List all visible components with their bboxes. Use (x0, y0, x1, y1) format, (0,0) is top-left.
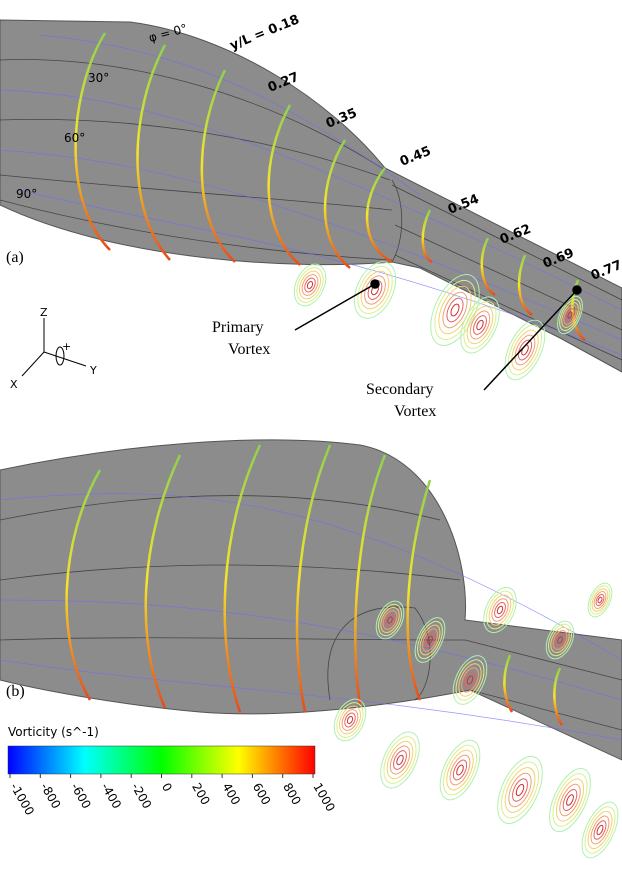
contour (346, 716, 353, 725)
colorbar-tick-label: -800 (38, 781, 64, 812)
contour (587, 813, 612, 846)
colorbar-tick-label: 800 (280, 781, 304, 808)
contour (504, 770, 536, 810)
annotation: Primary (212, 319, 264, 336)
hull-b (0, 440, 622, 760)
contour (449, 303, 460, 317)
colorbar-tick-label: 600 (250, 781, 274, 808)
contour (494, 756, 547, 823)
contour (556, 781, 585, 819)
contour (551, 775, 589, 825)
colorbar-tick-label: -1000 (7, 781, 37, 818)
contour (499, 763, 541, 817)
contour (496, 605, 504, 614)
contour (351, 261, 399, 319)
contour (488, 750, 551, 830)
contour (373, 726, 427, 794)
colorbar-tick-label: -400 (98, 781, 124, 812)
contour (475, 319, 484, 330)
contour (356, 267, 395, 313)
body: φ = 0° 30° 60° 90° y/L = 0.18 0.27 0.35 … (0, 0, 622, 872)
contour (437, 740, 484, 800)
contour (395, 754, 404, 765)
page: Hull vortex figure {"panel_a": {"label":… (0, 0, 622, 872)
axis-triad (22, 318, 86, 376)
colorbar-tick-label: -200 (129, 781, 155, 812)
colorbar-tick-label: 200 (189, 781, 213, 808)
annotation: Vortex (228, 341, 270, 358)
contour (583, 579, 616, 620)
contour (377, 732, 422, 789)
contour (451, 758, 470, 782)
colorbar-tick-label: 0 (159, 781, 175, 795)
contour (288, 259, 332, 311)
station-label: 0.45 (398, 144, 433, 170)
contour (586, 583, 614, 617)
contour (391, 749, 409, 772)
contour (446, 752, 474, 788)
contour (292, 263, 329, 306)
contour (382, 737, 418, 782)
colorbar (8, 746, 315, 774)
figure: φ = 0° 30° 60° 90° y/L = 0.18 0.27 0.35 … (0, 0, 622, 872)
contour (560, 787, 579, 812)
station-label: y/L = 0.18 (228, 12, 302, 53)
colorbar-tick-label: -600 (68, 781, 94, 812)
colorbar-title: Vorticity (s^-1) (8, 725, 99, 739)
angle-label: 30° (88, 71, 109, 85)
contour (515, 783, 526, 796)
panel-label: (b) (6, 683, 25, 700)
contour (583, 808, 617, 852)
colorbar-tick-label: 400 (220, 781, 244, 808)
contour (516, 338, 535, 362)
contour (594, 593, 605, 607)
contour (511, 332, 539, 368)
axis-label: X (10, 378, 18, 391)
contour (441, 746, 478, 794)
axis-label: + (62, 340, 71, 353)
contour (597, 597, 603, 604)
axis-label: Y (89, 364, 97, 377)
contour (509, 777, 530, 804)
contour (306, 281, 313, 290)
contour (295, 268, 324, 302)
panel-label: (a) (6, 249, 24, 266)
contour (462, 302, 498, 347)
angle-label: 90° (16, 187, 37, 201)
contour (492, 601, 507, 619)
angle-label: 60° (64, 131, 85, 145)
annotation: Vortex (394, 403, 436, 420)
contour (541, 762, 599, 837)
contour (444, 296, 467, 325)
colorbar-tick-label: 1000 (310, 781, 337, 814)
contour (386, 743, 413, 777)
axis-label: Z (40, 306, 48, 319)
annotation: Secondary (366, 381, 434, 398)
contour (589, 586, 611, 613)
contour (466, 308, 493, 342)
contour (432, 734, 488, 806)
contour (506, 326, 543, 374)
